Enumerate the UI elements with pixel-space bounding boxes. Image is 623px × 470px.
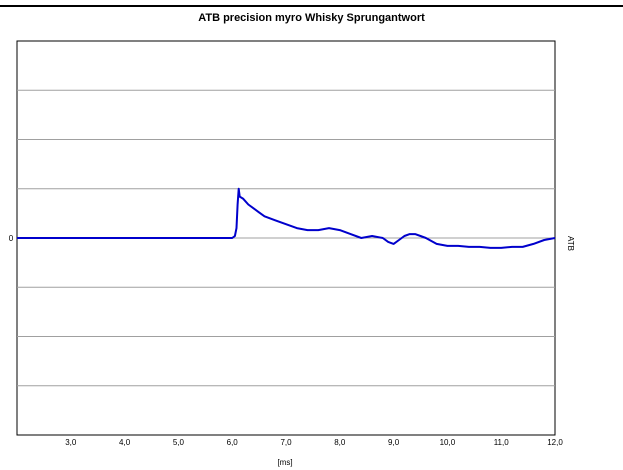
y-tick-labels: 0 <box>9 234 14 243</box>
x-tick-label: 3,0 <box>65 438 77 447</box>
x-tick-labels: 3,0 4,0 5,0 6,0 7,0 8,0 9,0 10,0 11,0 12,0 <box>65 438 563 447</box>
chart-title: ATB precision myro Whisky Sprungantwort <box>198 12 425 24</box>
x-tick-label: 12,0 <box>547 438 563 447</box>
gridlines <box>17 89 555 387</box>
x-tick-label: 6,0 <box>227 438 239 447</box>
x-tick-label: 8,0 <box>334 438 346 447</box>
y-tick-label: 0 <box>9 234 14 243</box>
x-tick-label: 7,0 <box>280 438 292 447</box>
x-tick-label: 5,0 <box>173 438 185 447</box>
x-axis-label: [ms] <box>277 458 293 467</box>
x-tick-label: 11,0 <box>494 438 510 447</box>
series-line <box>17 187 556 249</box>
top-rule <box>0 5 623 7</box>
x-tick-label: 10,0 <box>440 438 456 447</box>
x-tick-label: 4,0 <box>119 438 131 447</box>
x-tick-label: 9,0 <box>388 438 400 447</box>
